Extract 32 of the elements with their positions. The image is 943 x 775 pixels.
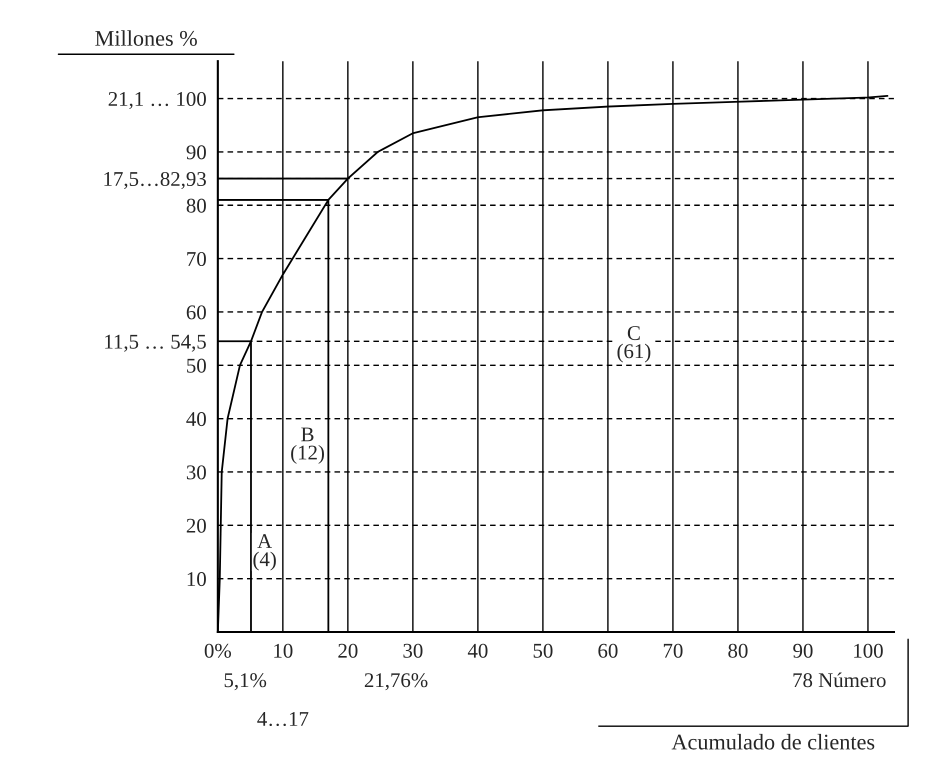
text: 21,76%	[364, 673, 428, 690]
x-tick-label: 50	[534, 644, 553, 658]
y-tick-label: 90	[186, 145, 206, 160]
y-tick-label: 30	[186, 465, 206, 480]
x-tick-label: 0%	[204, 644, 232, 658]
y-tick-label: 70	[187, 252, 206, 266]
y-tick-label: 21,1 … 100	[108, 92, 206, 109]
annotation: C (61)	[617, 326, 650, 362]
annotation: B (12)	[291, 428, 324, 464]
x-tick-label: 30	[403, 644, 422, 658]
x-tick-label: 20	[338, 644, 358, 658]
text: 5,1%	[224, 673, 266, 690]
text: 78 Número	[793, 672, 886, 688]
y-tick-label: 20	[186, 518, 206, 533]
annotation: A (4)	[253, 534, 276, 571]
y-tick-label: 40	[186, 412, 206, 426]
x-tick-label: 60	[598, 644, 618, 658]
y-axis-title: Millones %	[95, 30, 197, 46]
x-tick-label: 100	[854, 644, 883, 658]
y-tick-label: 80	[186, 198, 206, 213]
x-tick-label: 10	[274, 644, 292, 658]
x-tick-label: 40	[468, 644, 488, 658]
x-tick-label: 80	[728, 644, 748, 658]
y-tick-label: 11,5 … 54,5	[105, 334, 206, 352]
y-tick-label: 60	[186, 305, 206, 320]
y-tick-label: 50	[187, 358, 206, 373]
y-tick-label: 17,5…82,93	[104, 172, 206, 190]
text: 4…17	[257, 712, 308, 726]
x-axis-title: Acumulado de clientes	[672, 734, 874, 750]
x-tick-label: 70	[664, 644, 683, 658]
y-tick-label: 10	[188, 572, 206, 586]
x-tick-label: 90	[793, 644, 813, 658]
